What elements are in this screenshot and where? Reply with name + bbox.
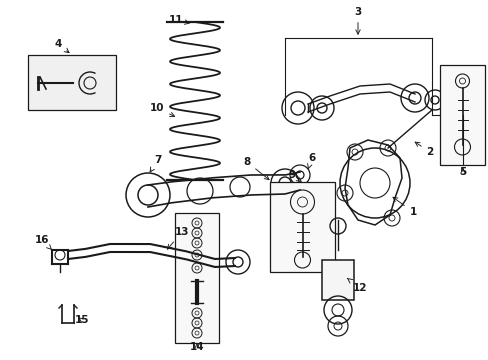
Text: 2: 2	[414, 142, 433, 157]
Bar	[28, 55, 116, 110]
Text: 15: 15	[75, 315, 89, 325]
Text: 5: 5	[458, 167, 466, 177]
Text: 14: 14	[189, 342, 204, 352]
Text: 4: 4	[54, 39, 69, 53]
Text: 12: 12	[347, 278, 366, 293]
Text: 1: 1	[392, 197, 416, 217]
Text: 16: 16	[35, 235, 52, 250]
Text: 6: 6	[307, 153, 315, 168]
Text: 10: 10	[149, 103, 174, 117]
Text: 13: 13	[167, 227, 189, 249]
Text: 7: 7	[150, 155, 162, 172]
Text: 3: 3	[354, 7, 361, 34]
Text: 9: 9	[288, 170, 301, 181]
Bar	[175, 213, 219, 343]
Text: 8: 8	[243, 157, 268, 180]
Bar	[269, 182, 334, 272]
Bar	[439, 65, 484, 165]
Text: 11: 11	[168, 15, 189, 25]
Bar	[321, 260, 353, 300]
